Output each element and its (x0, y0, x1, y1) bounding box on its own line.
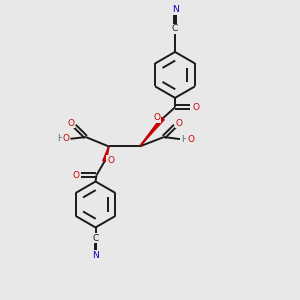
Text: O: O (192, 103, 200, 112)
Text: O: O (67, 119, 74, 128)
Text: O: O (107, 156, 114, 165)
Text: C: C (172, 25, 178, 34)
Text: N: N (172, 5, 178, 14)
Text: H: H (57, 134, 64, 143)
Polygon shape (140, 117, 164, 146)
Text: N: N (92, 251, 99, 260)
Text: O: O (154, 113, 160, 122)
Polygon shape (103, 146, 109, 162)
Text: C: C (92, 233, 99, 242)
Text: O: O (63, 134, 70, 143)
Text: O: O (176, 119, 183, 128)
Text: O: O (187, 135, 194, 144)
Text: O: O (72, 171, 79, 180)
Text: H: H (181, 135, 188, 144)
